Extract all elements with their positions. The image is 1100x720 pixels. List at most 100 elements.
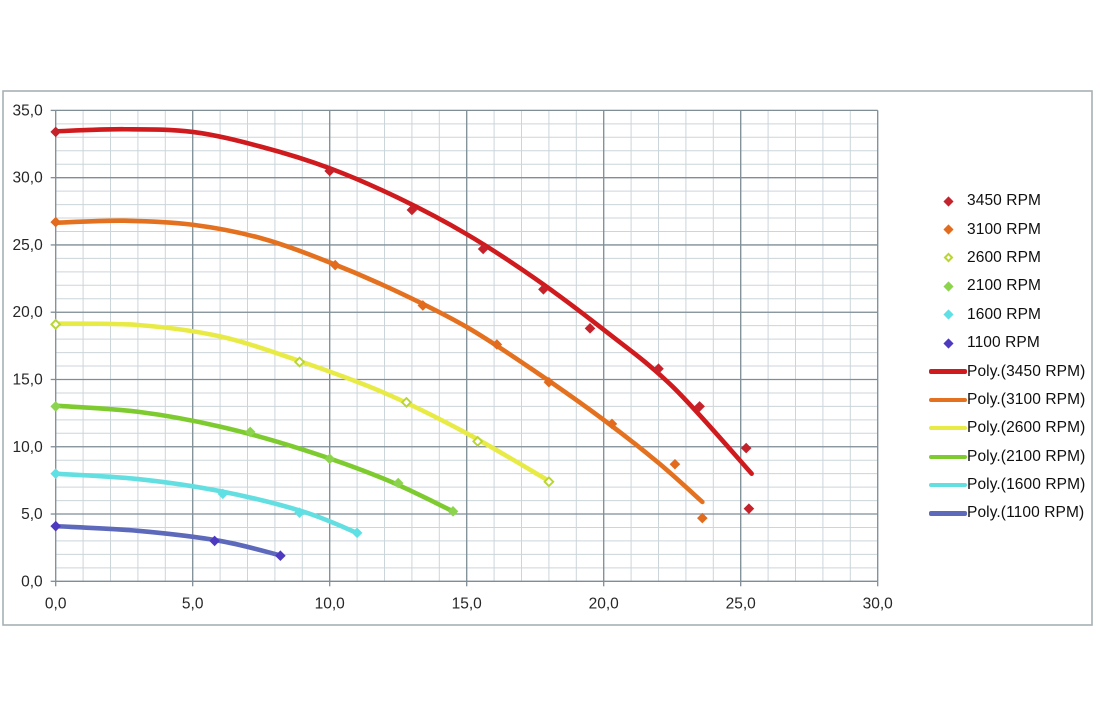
data-point-2600-rpm — [50, 318, 62, 330]
y-tick-label: 25,0 — [13, 237, 44, 254]
data-point-2600-rpm — [400, 396, 413, 409]
data-point-2600-rpm — [543, 476, 555, 488]
legend-item-1100-rpm: 1100 RPM — [929, 329, 1089, 357]
legend-label: 3100 RPM — [967, 220, 1042, 238]
legend-label: Poly.(2600 RPM) — [967, 419, 1086, 437]
markers-2100-rpm — [50, 401, 459, 517]
trendline-1100-rpm — [53, 523, 285, 559]
trendline-swatch-icon — [929, 426, 967, 431]
data-point-2600-rpm — [293, 356, 306, 368]
trendline-1600-rpm — [53, 471, 361, 536]
x-tick-label: 20,0 — [589, 595, 620, 612]
trendline-swatch-icon — [929, 397, 967, 403]
legend-item-poly-1100-rpm: Poly.(1100 RPM) — [929, 499, 1089, 527]
y-tick-label: 15,0 — [13, 371, 44, 388]
y-tick-label: 5,0 — [21, 506, 43, 523]
legend-label: Poly.(1600 RPM) — [967, 476, 1086, 494]
legend-item-poly-3450-rpm: Poly.(3450 RPM) — [929, 357, 1089, 385]
x-tick-label: 10,0 — [315, 595, 346, 612]
major-gridlines — [50, 109, 879, 587]
diamond-marker-icon — [943, 253, 953, 263]
markers-3450-rpm — [50, 126, 755, 514]
data-point-2100-rpm — [324, 453, 336, 465]
diamond-marker-icon — [943, 224, 953, 235]
data-point-3100-rpm — [491, 339, 503, 350]
y-tick-label: 35,0 — [13, 102, 44, 119]
legend-item-2600-rpm: 2600 RPM — [929, 244, 1089, 272]
data-point-3100-rpm — [543, 376, 555, 388]
data-point-3450-rpm — [743, 503, 755, 514]
markers-2600-rpm — [50, 318, 555, 488]
y-tick-label: 0,0 — [21, 573, 43, 590]
chart-legend: 3450 RPM 3100 RPM 2600 RPM 2100 RPM 1600… — [929, 187, 1089, 528]
diamond-marker-icon — [943, 309, 953, 320]
legend-item-poly-2100-rpm: Poly.(2100 RPM) — [929, 443, 1089, 471]
data-point-1100-rpm — [209, 535, 220, 547]
data-point-1600-rpm — [351, 527, 363, 539]
legend-item-3100-rpm: 3100 RPM — [929, 215, 1089, 243]
data-point-2100-rpm — [392, 477, 404, 489]
data-point-2100-rpm — [244, 426, 256, 438]
data-point-3450-rpm — [538, 284, 549, 295]
legend-label: Poly.(3450 RPM) — [967, 362, 1086, 380]
data-point-3450-rpm — [477, 243, 489, 255]
data-point-3100-rpm — [669, 458, 681, 470]
legend-label: Poly.(1100 RPM) — [967, 504, 1085, 522]
x-tick-label: 15,0 — [452, 595, 483, 612]
data-point-3450-rpm — [653, 363, 664, 375]
data-point-1600-rpm — [50, 468, 62, 479]
diamond-marker-icon — [943, 338, 953, 349]
y-axis-labels: 0,0 5,0 10,0 15,0 20,0 25,0 30,0 35,0 — [13, 102, 44, 590]
markers-1600-rpm — [50, 468, 363, 539]
data-point-3450-rpm — [50, 126, 62, 138]
data-point-3100-rpm — [50, 216, 62, 228]
data-point-1600-rpm — [294, 507, 305, 518]
x-tick-label: 30,0 — [863, 595, 894, 612]
data-point-3100-rpm — [697, 512, 708, 524]
data-point-3450-rpm — [694, 401, 705, 412]
legend-item-3450-rpm: 3450 RPM — [929, 187, 1089, 215]
data-point-3450-rpm — [740, 442, 752, 454]
legend-item-poly-2600-rpm: Poly.(2600 RPM) — [929, 414, 1089, 442]
legend-label: Poly.(3100 RPM) — [967, 390, 1086, 408]
data-point-1100-rpm — [275, 550, 286, 562]
y-tick-label: 30,0 — [13, 170, 44, 187]
trendline-3450-rpm — [53, 126, 754, 476]
legend-item-poly-3100-rpm: Poly.(3100 RPM) — [929, 386, 1089, 414]
data-point-3450-rpm — [584, 323, 596, 334]
legend-label: 1600 RPM — [967, 305, 1042, 323]
legend-label: 2600 RPM — [967, 248, 1042, 266]
data-point-3450-rpm — [324, 165, 336, 177]
x-axis-labels: 0,0 5,0 10,0 15,0 20,0 25,0 30,0 — [45, 595, 893, 612]
y-tick-label: 10,0 — [13, 439, 44, 456]
legend-label: Poly.(2100 RPM) — [967, 447, 1086, 465]
data-point-1600-rpm — [217, 488, 229, 500]
legend-label: 2100 RPM — [967, 277, 1042, 295]
trendline-swatch-icon — [929, 511, 967, 516]
trendline-swatch-icon — [929, 483, 967, 488]
legend-item-poly-1600-rpm: Poly.(1600 RPM) — [929, 471, 1089, 499]
data-point-2100-rpm — [447, 506, 459, 517]
data-point-3100-rpm — [329, 259, 341, 271]
data-point-3100-rpm — [417, 300, 429, 311]
diamond-marker-icon — [943, 281, 953, 292]
data-point-2100-rpm — [50, 401, 62, 412]
x-tick-label: 5,0 — [182, 595, 204, 612]
data-point-1100-rpm — [50, 520, 62, 532]
markers-1100-rpm — [50, 520, 286, 562]
data-point-3450-rpm — [406, 204, 418, 216]
legend-label: 1100 RPM — [967, 334, 1040, 352]
data-point-2600-rpm — [472, 435, 484, 448]
legend-label: 3450 RPM — [967, 192, 1042, 210]
trendline-swatch-icon — [929, 454, 967, 459]
legend-item-2100-rpm: 2100 RPM — [929, 272, 1089, 300]
x-tick-label: 25,0 — [726, 595, 757, 612]
markers-3100-rpm — [50, 216, 708, 524]
legend-item-1600-rpm: 1600 RPM — [929, 301, 1089, 329]
trendline-2100-rpm — [53, 403, 456, 514]
x-tick-label: 0,0 — [45, 595, 67, 612]
y-tick-label: 20,0 — [13, 304, 44, 321]
data-point-3100-rpm — [606, 418, 618, 430]
